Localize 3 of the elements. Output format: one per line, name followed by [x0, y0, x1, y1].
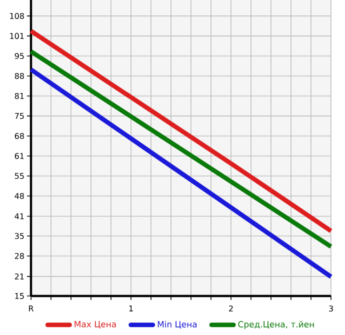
legend-label: Сред.Цена, т.йен	[238, 320, 314, 330]
legend-label: Max Цена	[74, 321, 116, 329]
legend-label: Min Цена	[158, 320, 197, 329]
